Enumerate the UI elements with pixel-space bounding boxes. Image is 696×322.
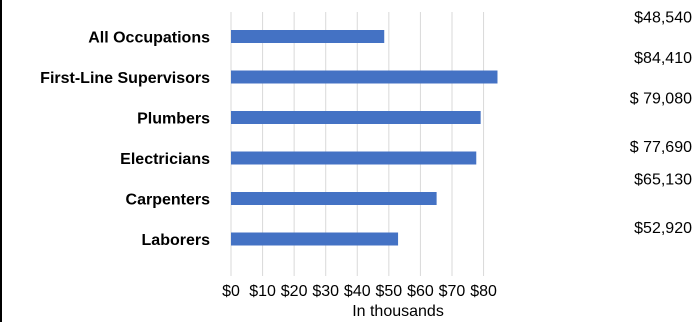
bar [231,70,498,84]
x-tick-label: $30 [312,283,339,300]
category-label: All Occupations [88,30,210,47]
x-tick-label: $50 [375,283,402,300]
x-tick-labels: $0 $10 $20 $30 $40 $50 $60 $70 $80 [222,283,497,300]
x-axis-title: In thousands [352,303,444,320]
x-tick-label: $20 [281,283,308,300]
bar [231,30,385,43]
data-label: $48,540 [634,10,692,27]
x-tick-label: $60 [407,283,434,300]
gridlines [230,12,485,276]
category-label: Laborers [142,232,211,249]
data-label: $ 79,080 [630,91,692,108]
bar [231,192,437,205]
left-border [0,0,2,322]
category-label: Electricians [120,151,210,168]
bar [231,232,399,246]
category-labels: All Occupations First-Line Supervisors Plu… [40,30,210,250]
x-tick-label: $10 [249,283,276,300]
bar [231,111,481,124]
bars [231,30,498,246]
data-label: $52,920 [634,220,692,237]
category-label: First-Line Supervisors [40,70,210,87]
category-label: Plumbers [137,111,210,128]
x-tick-label: $40 [344,283,371,300]
bar [231,151,477,165]
data-label: $84,410 [634,50,692,67]
x-tick-label: $80 [470,283,497,300]
category-label: Carpenters [126,192,211,209]
x-tick-label: $0 [222,283,240,300]
x-tick-label: $70 [439,283,466,300]
data-label: $65,130 [634,172,692,189]
data-labels: $48,540 $84,410 $ 79,080 $ 77,690 $65,130 $52… [630,10,692,238]
data-label: $ 77,690 [630,139,692,156]
